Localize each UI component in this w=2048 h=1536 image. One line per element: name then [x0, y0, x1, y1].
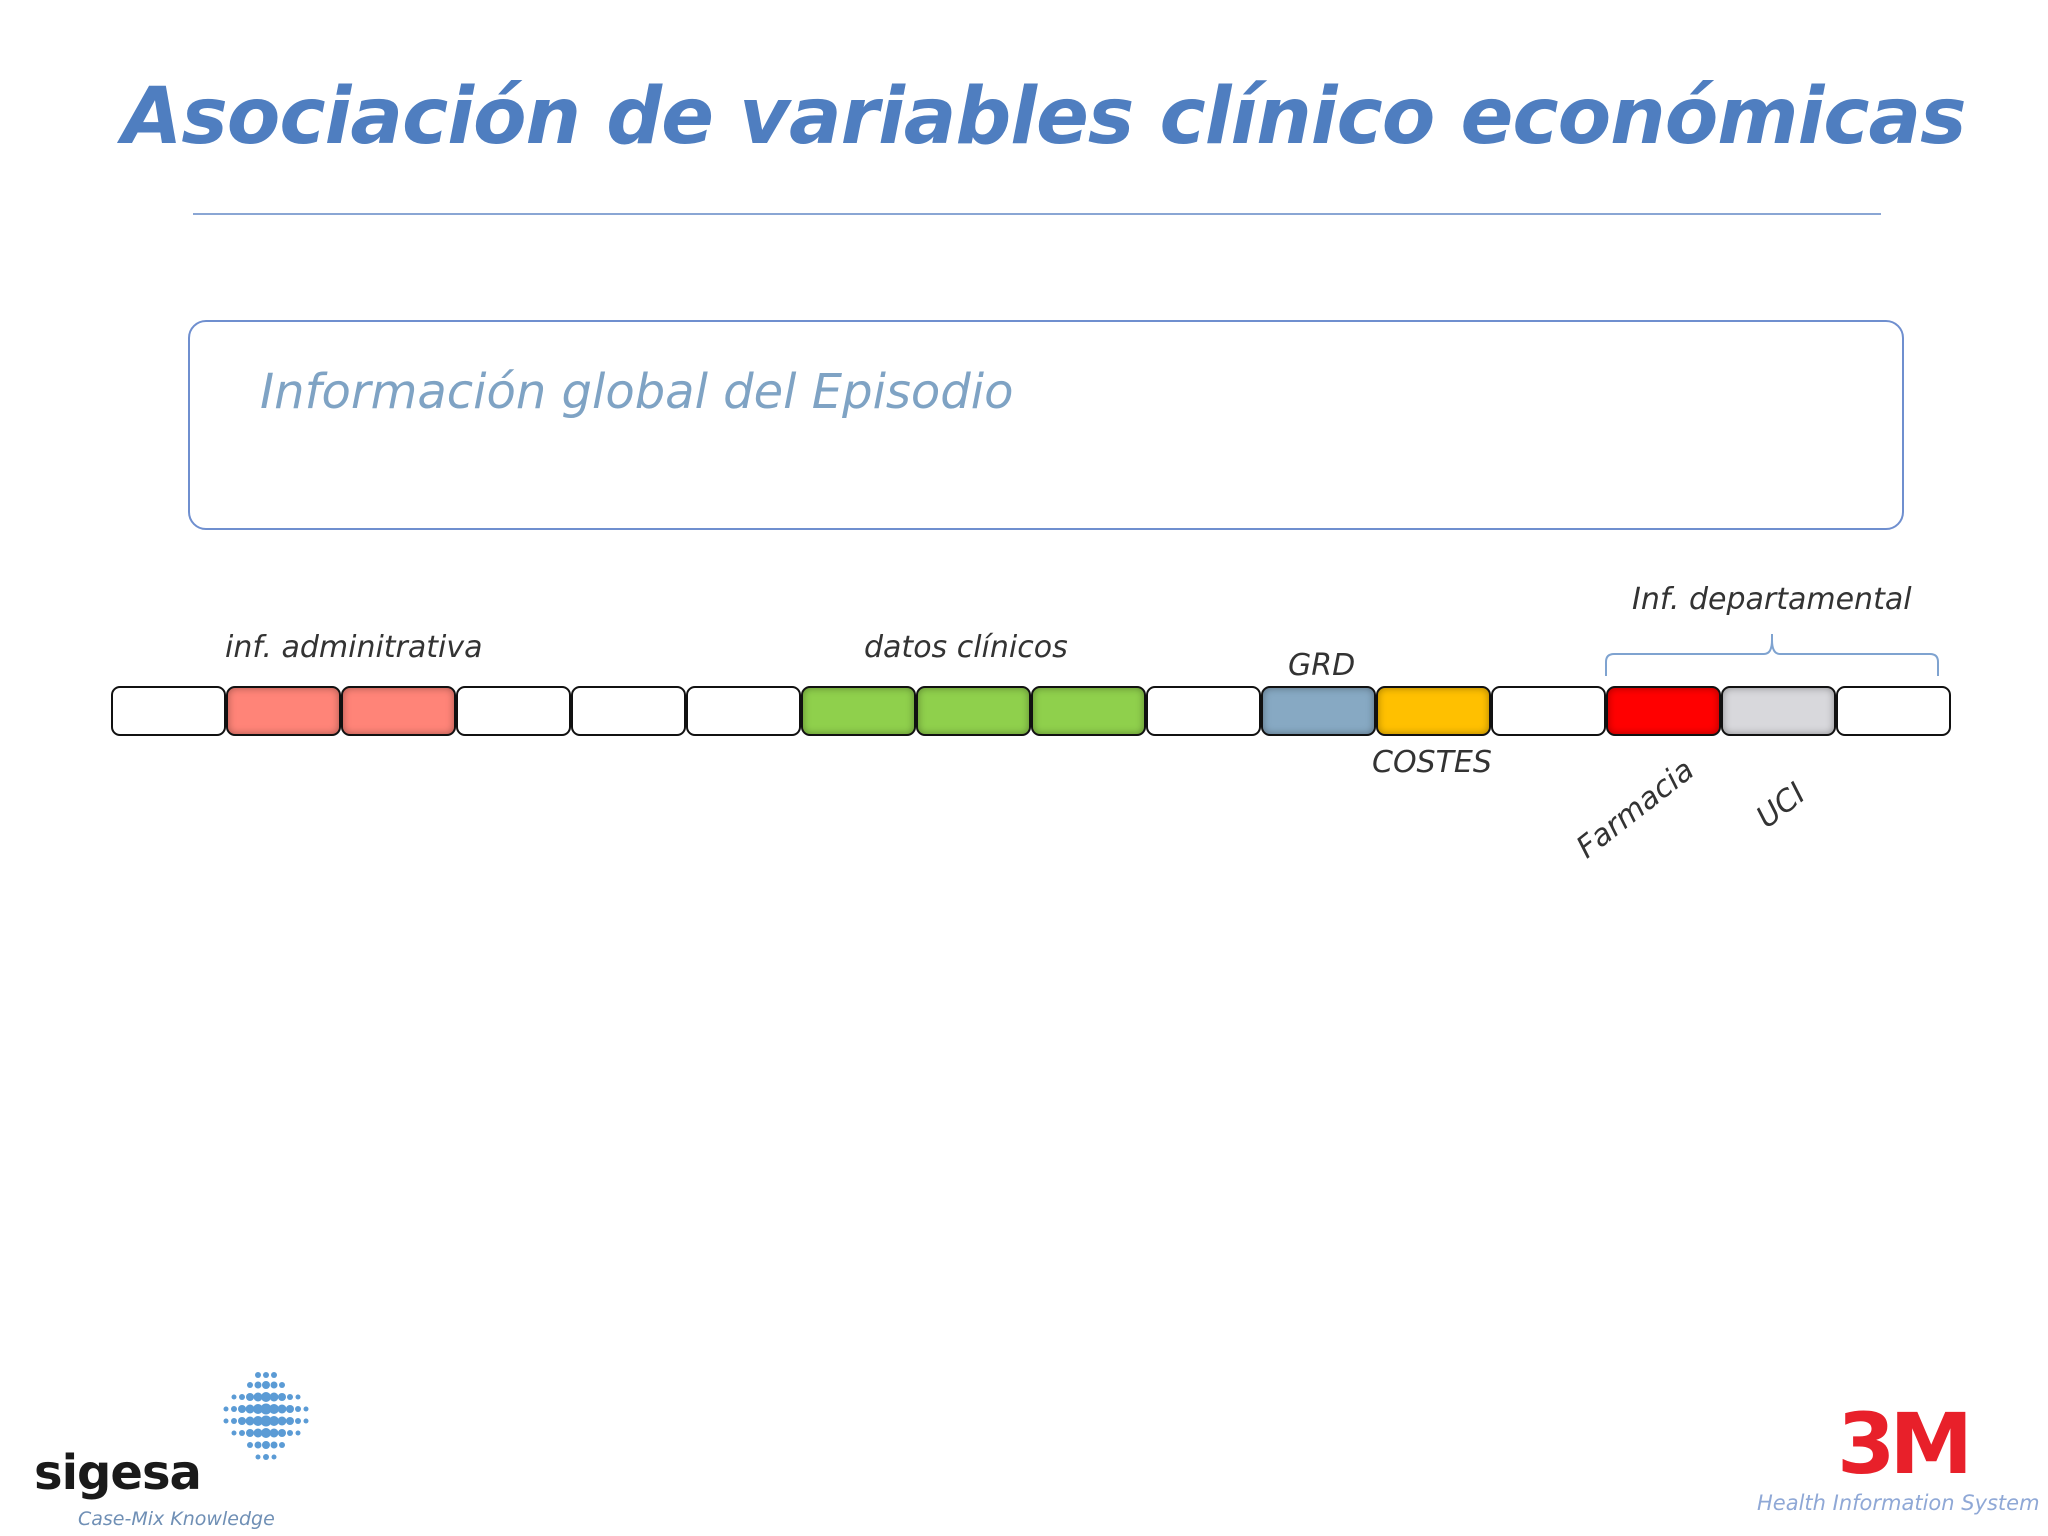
strip-cell — [111, 686, 226, 736]
three-m-tagline: Health Information System — [1757, 1491, 2040, 1515]
strip-cell — [571, 686, 686, 736]
label-farmacia: Farmacia — [1570, 752, 1701, 866]
strip-cell — [1491, 686, 1606, 736]
strip-cell — [1721, 686, 1836, 736]
sigesa-dots-icon — [223, 1372, 309, 1460]
strip-cell — [1031, 686, 1146, 736]
departamental-brace — [1605, 634, 1939, 676]
strip-cell — [226, 686, 341, 736]
three-m-mark: 3M — [1837, 1395, 1973, 1493]
sigesa-wordmark: sigesa — [34, 1445, 202, 1501]
label-costes: COSTES — [1372, 745, 1492, 780]
label-uci: UCI — [1750, 776, 1813, 836]
strip-cell — [456, 686, 571, 736]
strip-cell — [341, 686, 456, 736]
strip-cell — [801, 686, 916, 736]
strip-cell — [1606, 686, 1721, 736]
label-inf-departamental: Inf. departamental — [1632, 582, 1912, 617]
slide-title: Asociación de variables clínico económic… — [122, 72, 1967, 162]
title-divider — [193, 213, 1881, 215]
episode-info-label: Información global del Episodio — [260, 364, 1014, 420]
label-datos-clinicos: datos clínicos — [864, 630, 1068, 665]
strip-cell — [916, 686, 1031, 736]
label-grd: GRD — [1288, 648, 1356, 683]
strip-cell — [1836, 686, 1951, 736]
strip-cell — [1146, 686, 1261, 736]
strip-cell — [1261, 686, 1376, 736]
episode-info-box: Información global del Episodio — [188, 320, 1904, 530]
strip-cell — [686, 686, 801, 736]
label-inf-administrativa: inf. adminitrativa — [225, 630, 483, 665]
strip-cell — [1376, 686, 1491, 736]
sigesa-tagline: Case-Mix Knowledge — [78, 1508, 275, 1530]
